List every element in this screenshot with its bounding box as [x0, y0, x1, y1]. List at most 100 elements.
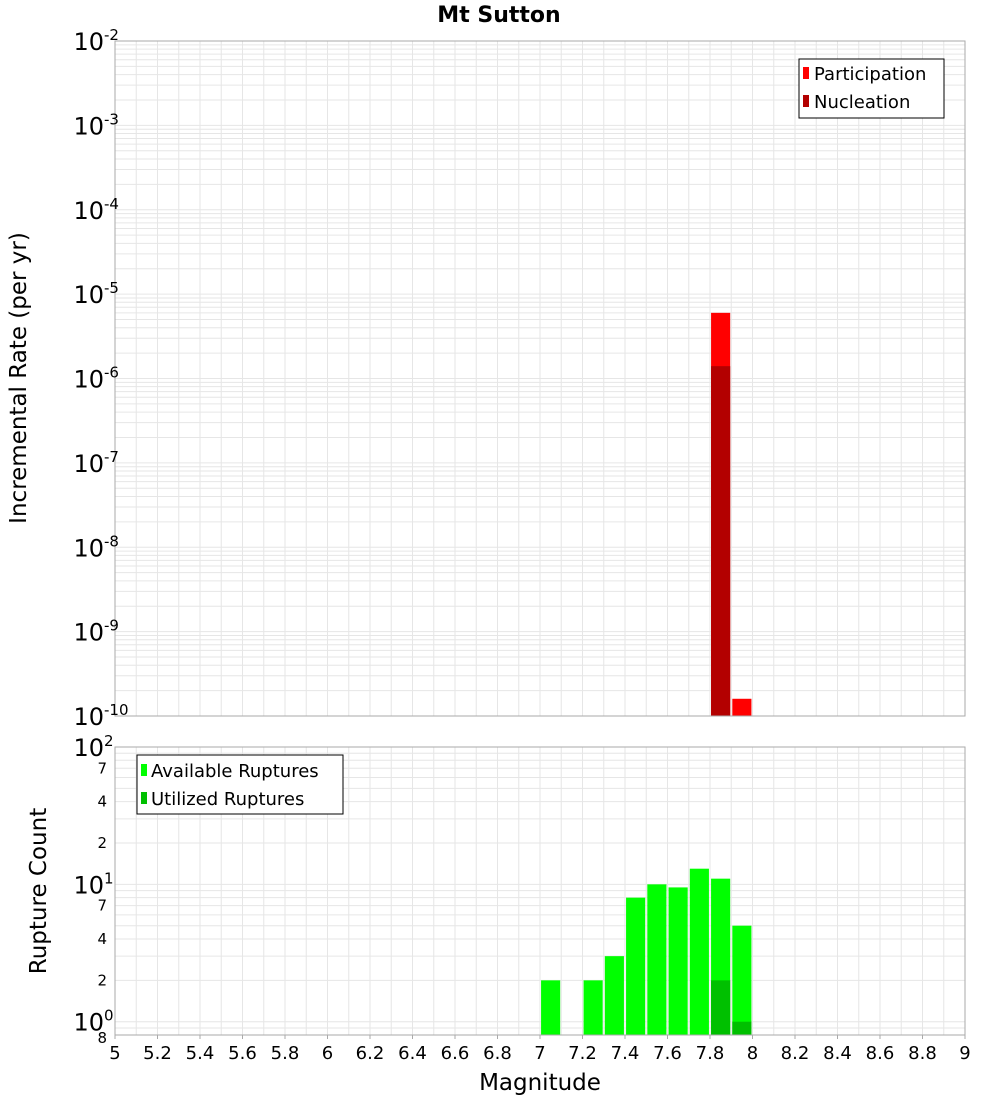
tick-exponent: -4	[104, 195, 119, 213]
bottom-bars	[541, 868, 752, 1035]
x-tick-label: 6.8	[483, 1043, 512, 1064]
top-legend-box	[798, 58, 945, 119]
top-y-tick-label: 10 -6	[73, 364, 119, 394]
x-tick-label: 7.8	[696, 1043, 725, 1064]
bottom-y-minor-tick: 8	[97, 1029, 107, 1047]
bar-available-ruptures	[668, 887, 688, 1035]
x-tick-label: 7.2	[568, 1043, 597, 1064]
tick-base: 10	[73, 197, 104, 225]
tick-base: 10	[73, 703, 104, 731]
tick-exponent: -8	[104, 532, 119, 550]
top-y-tick-label: 10 -2	[73, 26, 119, 56]
top-y-tick-label: 10 -4	[73, 195, 119, 225]
top-y-tick-label: 10 -5	[73, 279, 119, 309]
tick-exponent: -2	[104, 26, 119, 44]
x-tick-label: 7.4	[611, 1043, 640, 1064]
x-tick-label: 8	[747, 1043, 758, 1064]
x-ticks: 5 5.2 5.4 5.6 5.8 6 6.2 6.4 6.6 6.8 7 7.2 7.4 7.6 7.8 8…	[109, 1035, 971, 1064]
bottom-y-minor-tick: 7	[97, 759, 107, 777]
top-y-tick-label: 10 -3	[73, 110, 119, 140]
bottom-y-minor-tick: 2	[97, 971, 107, 989]
bar-nucleation	[711, 366, 731, 716]
x-tick-label: 5.4	[186, 1043, 215, 1064]
top-y-tick-label: 10 -7	[73, 448, 119, 478]
tick-base: 10	[73, 112, 104, 140]
bottom-y-tick-label: 10 2	[73, 732, 113, 762]
top-y-tick-label: 10 -9	[73, 617, 119, 647]
bar-utilized-ruptures	[711, 980, 731, 1035]
tick-exponent: -9	[104, 617, 119, 635]
bottom-y-tick-label: 10 0	[73, 1007, 113, 1037]
tick-exponent: -6	[104, 364, 119, 382]
x-axis-label: Magnitude	[479, 1070, 601, 1096]
legend-label-available: Available Ruptures	[151, 761, 319, 782]
bottom-y-tick-label: 10 1	[73, 869, 113, 899]
bar-available-ruptures	[541, 980, 561, 1035]
x-tick-label: 8.4	[823, 1043, 852, 1064]
x-tick-label: 5.8	[271, 1043, 300, 1064]
bottom-y-minor-tick: 4	[97, 793, 107, 811]
bar-utilized-ruptures	[732, 1021, 752, 1035]
x-tick-label: 8.2	[781, 1043, 810, 1064]
bar-participation	[732, 698, 752, 716]
chart-title: Mt Sutton	[437, 3, 560, 28]
tick-exponent: -3	[104, 110, 119, 128]
legend-label-nucleation: Nucleation	[814, 92, 910, 113]
x-tick-label: 6.2	[356, 1043, 385, 1064]
tick-exponent: -5	[104, 279, 119, 297]
x-tick-label: 8.8	[908, 1043, 937, 1064]
tick-base: 10	[73, 450, 104, 478]
top-y-tick-label: 10 -8	[73, 532, 119, 562]
tick-base: 10	[73, 871, 104, 899]
top-plot-frame	[114, 40, 966, 717]
bottom-legend-box	[136, 754, 344, 815]
tick-base: 10	[73, 28, 104, 56]
bar-available-ruptures	[626, 897, 646, 1035]
legend-label-utilized: Utilized Ruptures	[151, 789, 304, 810]
legend-swatch-available	[141, 764, 147, 776]
top-y-axis-label: Incremental Rate (per yr)	[6, 232, 32, 524]
x-tick-label: 9	[959, 1043, 970, 1064]
top-legend: Participation Nucleation	[798, 58, 945, 119]
bottom-grid	[114, 747, 966, 1036]
tick-base: 10	[73, 734, 104, 762]
bottom-y-minor-tick: 4	[97, 930, 107, 948]
bar-available-ruptures	[604, 956, 624, 1035]
tick-exponent: 2	[104, 732, 114, 750]
bar-available-ruptures	[583, 980, 603, 1035]
legend-swatch-utilized	[141, 792, 147, 804]
x-tick-label: 6.6	[441, 1043, 470, 1064]
bottom-y-axis-label: Rupture Count	[26, 808, 52, 974]
legend-label-participation: Participation	[814, 64, 926, 85]
top-grid	[114, 41, 966, 717]
bottom-legend: Available Ruptures Utilized Ruptures	[136, 754, 344, 815]
tick-base: 10	[73, 366, 104, 394]
tick-base: 10	[73, 534, 104, 562]
legend-swatch-participation	[803, 67, 809, 79]
x-tick-label: 6.4	[398, 1043, 427, 1064]
tick-exponent: -10	[104, 701, 129, 719]
tick-base: 10	[73, 1009, 104, 1037]
top-y-tick-label: 10 -10	[73, 701, 128, 731]
bar-available-ruptures	[647, 884, 667, 1035]
bottom-y-minor-tick: 2	[97, 834, 107, 852]
x-tick-label: 7.6	[653, 1043, 682, 1064]
bar-available-ruptures	[732, 925, 752, 1035]
bottom-y-minor-tick: 7	[97, 897, 107, 915]
tick-exponent: -7	[104, 448, 119, 466]
tick-exponent: 0	[104, 1007, 114, 1025]
x-tick-label: 5	[109, 1043, 120, 1064]
tick-base: 10	[73, 281, 104, 309]
x-tick-label: 6	[322, 1043, 333, 1064]
legend-swatch-nucleation	[803, 95, 809, 107]
bar-available-ruptures	[689, 868, 709, 1035]
x-tick-label: 7	[534, 1043, 545, 1064]
tick-exponent: 1	[104, 869, 114, 887]
x-tick-label: 5.2	[143, 1043, 172, 1064]
x-tick-label: 8.6	[866, 1043, 895, 1064]
